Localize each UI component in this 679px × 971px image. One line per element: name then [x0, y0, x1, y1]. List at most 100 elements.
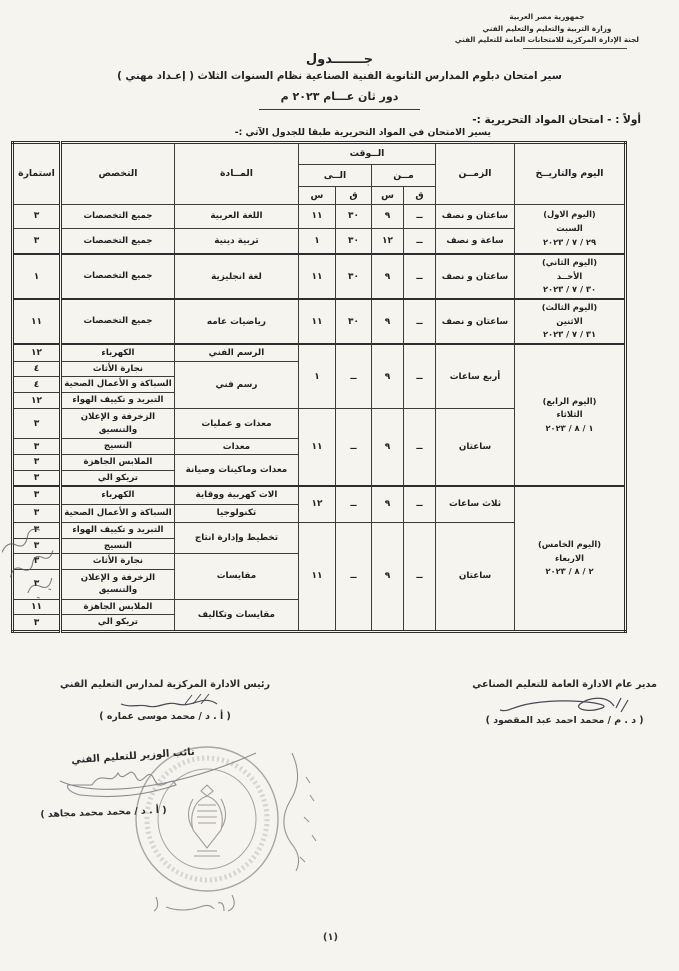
- cell-form: ٣: [11, 408, 62, 440]
- cell-form: ١: [11, 253, 62, 300]
- cell-form: ٤: [11, 376, 62, 394]
- cell-sf: ٩: [371, 253, 404, 300]
- cell-form: ٣: [11, 438, 62, 456]
- page-number: (١): [322, 932, 339, 943]
- cell-qt: ــ: [335, 521, 372, 632]
- cell-zaman: ثلاث ساعات: [435, 485, 515, 523]
- signature-scribble: [120, 693, 218, 708]
- header-hour: س: [371, 185, 404, 205]
- cell-spec: السباكة و الأعمال الصحية: [59, 376, 175, 394]
- official-stamp-icon: [59, 746, 317, 912]
- cell-st: ١: [297, 227, 337, 255]
- cell-spec: الملابس الجاهزة: [59, 598, 175, 616]
- cell-qf: ــ: [403, 408, 436, 487]
- cell-st: ١١: [297, 203, 337, 229]
- document-page: جمهورية مصر العربية وزارة التربية والتعل…: [0, 11, 679, 971]
- signatures-row: مدير عام الادارة العامة للتعليم الصناعي …: [60, 679, 657, 726]
- cell-spec: السباكة و الأعمال الصحية: [59, 503, 175, 523]
- cell-qt: ٣٠: [335, 253, 372, 300]
- cell-qf: ــ: [403, 485, 436, 523]
- cell-form: ١١: [11, 298, 62, 345]
- cell-zaman: ساعتان و نصف: [435, 203, 515, 229]
- cell-day: (اليوم الثالث) الاثنين ٣١ / ٧ / ٢٠٢٣: [514, 298, 626, 345]
- signature-block-left: رئيس الادارة المركزية لمدارس التعليم الف…: [60, 679, 270, 726]
- header-form: استمارة: [11, 141, 62, 205]
- cell-zaman: ساعة و نصف: [435, 227, 515, 255]
- cell-form: ٣: [11, 454, 62, 471]
- cell-qt: ــ: [335, 485, 372, 523]
- cell-subj: تخطيط وإدارة انتاج: [173, 521, 299, 554]
- cell-spec: تريكو الي: [59, 614, 175, 632]
- cell-zaman: أربع ساعات: [435, 343, 515, 410]
- cell-form: ٣: [11, 203, 62, 229]
- header-hour: س: [297, 185, 337, 205]
- header-time-from: مــن: [371, 163, 436, 187]
- cell-zaman: ساعتان و نصف: [435, 253, 515, 300]
- header-duration: الزمــن: [435, 141, 515, 205]
- signature-title: مدير عام الادارة العامة للتعليم الصناعي: [472, 678, 657, 690]
- cell-spec: التبريد و تكييف الهواء: [59, 392, 175, 410]
- cell-day: (اليوم الاول) السبت ٢٩ / ٧ / ٢٠٢٣: [514, 203, 626, 255]
- cell-qf: ــ: [403, 521, 436, 632]
- header-time-to: الــى: [297, 163, 373, 187]
- cell-form: ٣: [11, 537, 62, 554]
- cell-subj: معدات وماكينات وصيانة: [173, 454, 299, 487]
- cell-day: (اليوم الرابع) الثلاثاء ١ / ٨ / ٢٠٢٣: [514, 343, 626, 487]
- header-minute: ق: [403, 185, 436, 205]
- cell-spec: النسيج: [59, 537, 175, 554]
- letterhead-underline: [523, 47, 627, 49]
- cell-form: ٤: [11, 360, 62, 378]
- cell-zaman: ساعتان: [435, 408, 515, 487]
- cell-spec: جميع التخصصات: [59, 253, 175, 300]
- cell-qf: ــ: [403, 203, 436, 229]
- cell-subj: الات كهربية ووقاية: [173, 485, 299, 505]
- header-minute: ق: [335, 185, 372, 205]
- cell-subj: اللغة العربية: [173, 203, 299, 229]
- cell-st: ١١: [297, 253, 337, 300]
- cell-spec: نجارة الأثاث: [59, 552, 175, 570]
- cell-subj: لغة انجليزية: [173, 253, 299, 300]
- cell-subj: مقايسات: [173, 552, 299, 600]
- cell-sf: ٩: [371, 521, 404, 632]
- cell-st: ١: [297, 343, 337, 410]
- cell-spec: الكهرباء: [59, 485, 175, 505]
- cell-spec: جميع التخصصات: [59, 203, 175, 229]
- cell-sf: ٩: [371, 485, 404, 523]
- title-block: جـــــــدول سير امتحان دبلوم المدارس الث…: [0, 52, 679, 110]
- cell-sf: ٩: [371, 203, 404, 229]
- letterhead-line: جمهورية مصر العربية: [509, 12, 585, 21]
- signature-name: ( أ . د / محمد موسى عماره ): [99, 710, 231, 722]
- section-heading: أولاً : - امتحان المواد التحريرية :-: [472, 113, 641, 126]
- cell-st: ١١: [297, 408, 337, 487]
- letterhead-line: وزارة التربية والتعليم والتعليم الفني: [482, 23, 612, 33]
- cell-qf: ــ: [403, 343, 436, 410]
- cell-form: ٣: [11, 227, 62, 255]
- cell-zaman: ساعتان: [435, 521, 515, 632]
- letterhead: جمهورية مصر العربية وزارة التربية والتعل…: [455, 11, 639, 49]
- cell-subj: الرسم الفني: [173, 343, 299, 362]
- cell-spec: تريكو الي: [59, 469, 175, 487]
- cell-zaman: ساعتان و نصف: [435, 298, 515, 345]
- cell-spec: الزخرفة و الإعلان والتنسيق: [59, 568, 175, 600]
- signature-scribble: [499, 697, 629, 713]
- cell-st: ١٢: [297, 485, 337, 523]
- cell-qf: ــ: [403, 298, 436, 345]
- signature-block-right: مدير عام الادارة العامة للتعليم الصناعي …: [472, 679, 657, 726]
- exam-schedule-table: اليوم والتاريــخ الزمــن الــوقت المــاد…: [10, 140, 627, 633]
- cell-spec: جميع التخصصات: [59, 227, 175, 255]
- cell-subj: تكنولوجيا: [173, 503, 299, 523]
- exam-table-body: (اليوم الاول) السبت ٢٩ / ٧ / ٢٠٢٣ ساعتان و …: [11, 203, 626, 632]
- cell-subj: معدات و عمليات: [173, 408, 299, 440]
- cell-qt: ــ: [335, 408, 372, 487]
- cell-form: ١٢: [11, 392, 62, 410]
- cell-spec: نجارة الأثاث: [59, 360, 175, 378]
- cell-qt: ٣٠: [335, 203, 372, 229]
- exam-session-line: دور ثان عـــام ٢٠٢٣ م: [258, 90, 421, 110]
- cell-sf: ٩: [371, 408, 404, 487]
- cell-subj: تربية دينية: [173, 227, 299, 255]
- cell-form: ١١: [11, 598, 62, 616]
- letterhead-line: لجنة الإدارة المركزية للامتحانات العامة …: [454, 35, 639, 45]
- document-title: جـــــــدول: [305, 51, 374, 67]
- margin-handwriting: [2, 528, 54, 599]
- cell-qf: ــ: [403, 227, 436, 255]
